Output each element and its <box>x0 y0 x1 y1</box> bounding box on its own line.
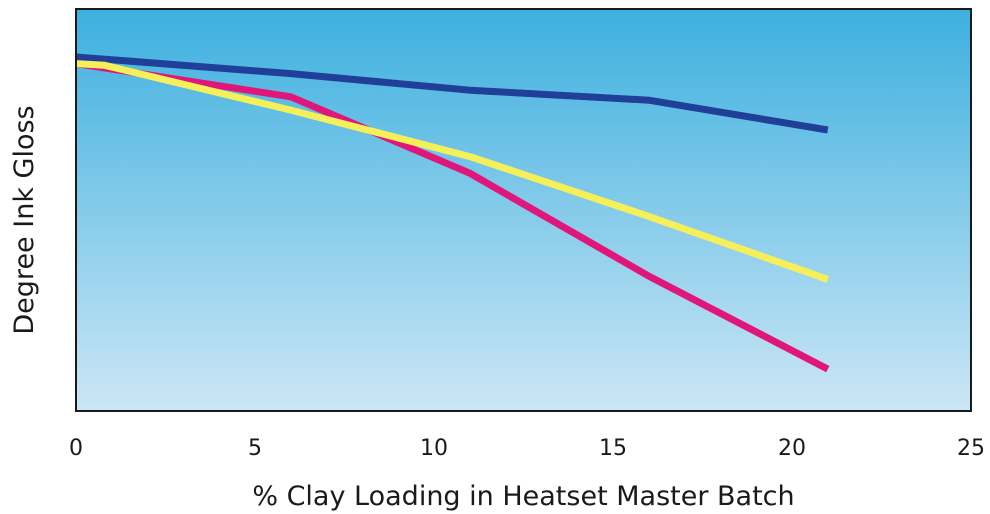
plot-frame <box>75 8 972 412</box>
series-line-2 <box>76 60 830 373</box>
x-tick-label: 0 <box>69 436 83 461</box>
series-line-3 <box>76 60 829 283</box>
plot-area <box>76 9 971 411</box>
x-tick-label: 20 <box>778 436 806 461</box>
x-axis-title: % Clay Loading in Heatset Master Batch <box>252 481 794 512</box>
x-tick-label: 5 <box>248 436 262 461</box>
x-tick-label: 15 <box>599 436 627 461</box>
y-axis-title: Degree Ink Gloss <box>9 105 40 334</box>
x-tick-label: 10 <box>420 436 448 461</box>
series-layer <box>76 53 830 373</box>
x-tick-label: 25 <box>957 436 985 461</box>
series-line-1 <box>76 53 829 134</box>
x-tick-labels: 0 5 10 15 20 25 <box>69 436 985 461</box>
